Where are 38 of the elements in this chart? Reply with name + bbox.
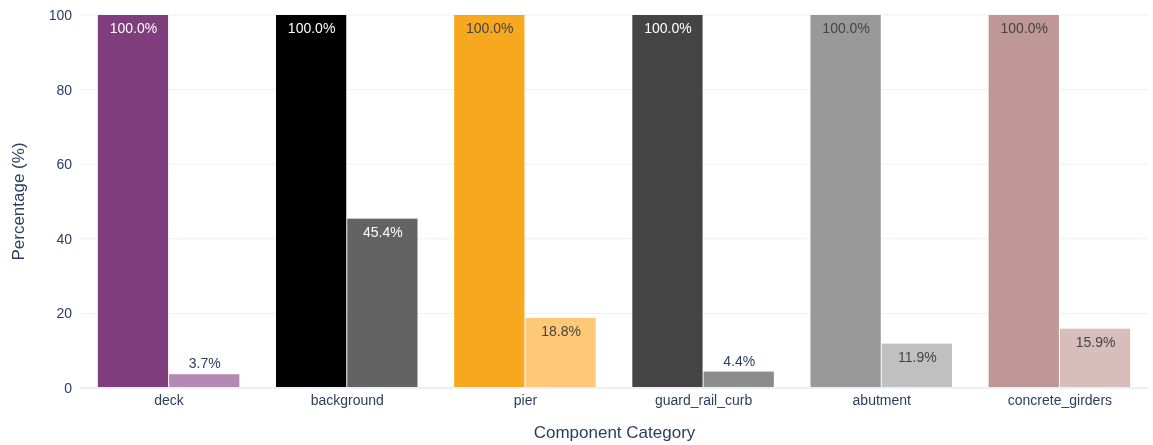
data-label: 100.0%: [1000, 20, 1049, 36]
y-tick-label: 40: [56, 230, 73, 247]
y-tick-label: 0: [64, 379, 73, 396]
data-label: 100.0%: [287, 20, 336, 36]
x-tick-label: concrete_girders: [1007, 392, 1113, 408]
y-axis-title: Percentage (%): [9, 142, 28, 261]
bar: [881, 343, 953, 388]
x-tick-label: pier: [513, 392, 538, 408]
x-tick-label: deck: [154, 392, 185, 408]
data-label: 18.8%: [541, 322, 581, 339]
data-label: 100.0%: [822, 20, 870, 36]
bar: [1059, 328, 1131, 388]
x-axis-title: Component Category: [533, 423, 696, 442]
data-label: 45.4%: [363, 223, 403, 240]
bar: [454, 15, 525, 388]
y-tick-label: 100: [48, 6, 73, 23]
bar: [703, 371, 774, 388]
y-tick-label: 20: [56, 305, 73, 322]
x-tick-label: abutment: [852, 392, 912, 408]
x-tick-label: guard_rail_curb: [654, 392, 753, 408]
x-tick-label: background: [310, 392, 384, 408]
bar: [275, 15, 347, 388]
data-label: 3.7%: [188, 355, 221, 372]
bar: [97, 15, 169, 388]
bar: [169, 374, 240, 388]
bar: [810, 15, 881, 388]
bar: [988, 15, 1059, 388]
data-label: 100.0%: [644, 20, 692, 36]
data-label: 15.9%: [1075, 333, 1116, 350]
y-tick-label: 80: [56, 81, 73, 98]
data-label: 11.9%: [898, 348, 937, 365]
data-label: 100.0%: [109, 20, 158, 36]
bar: [347, 218, 418, 388]
data-label: 100.0%: [466, 20, 514, 36]
bar: [632, 15, 703, 388]
data-label: 4.4%: [723, 352, 756, 369]
bar: [525, 317, 596, 388]
y-tick-label: 60: [56, 156, 73, 173]
